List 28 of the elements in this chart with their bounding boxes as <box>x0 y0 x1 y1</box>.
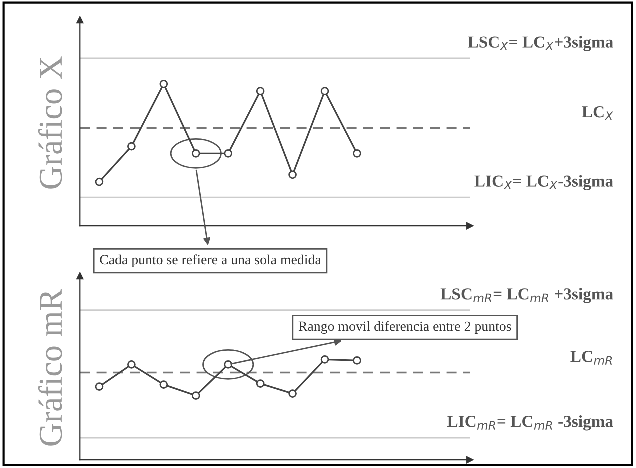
point <box>353 150 362 158</box>
point <box>320 87 330 96</box>
ref-line-label: LC$_{mR}$ <box>570 351 612 365</box>
ref-line-label: LSC$_{mR}$= LC$_{mR}$ +3sigma <box>440 288 614 304</box>
text: Rango movil diferencia entre 2 puntos <box>298 321 512 334</box>
ref-line-label: LSC$_{X}$= LC$_{X}$+3sigma <box>468 36 614 52</box>
ref-line-label: LC$_{X}$ <box>582 106 614 120</box>
point <box>192 150 200 158</box>
y-axis-title: Gráfico X <box>38 56 62 189</box>
ref-line-label: LIC$_{X}$= LC$_{X}$-3sigma <box>474 175 614 190</box>
point <box>128 360 136 369</box>
point <box>192 392 200 400</box>
text: Cada punto se refiere a una sola medida <box>100 254 322 268</box>
point <box>288 170 297 180</box>
point <box>95 382 104 391</box>
point <box>95 178 104 186</box>
point <box>160 80 168 88</box>
y-axis-title: Gráfico mR <box>38 288 62 446</box>
point <box>128 142 136 151</box>
point <box>288 390 297 398</box>
point <box>320 356 330 364</box>
ref-line-label: LIC$_{mR}$= LC$_{mR}$ -3sigma <box>448 416 614 431</box>
point <box>160 380 168 389</box>
point <box>224 150 233 158</box>
point <box>224 360 233 369</box>
point <box>256 380 265 388</box>
point <box>353 356 362 365</box>
point <box>256 87 265 96</box>
